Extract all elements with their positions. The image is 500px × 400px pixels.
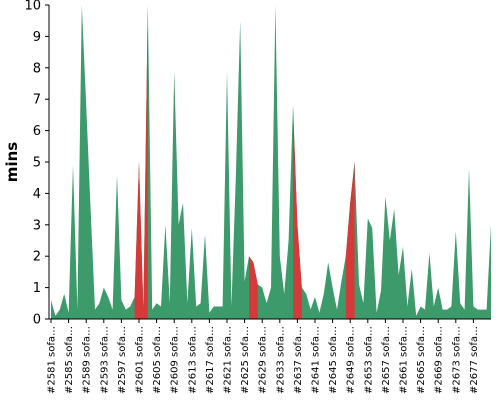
- x-tick-label: #2585 sofa…: [64, 326, 75, 394]
- x-tick-label: #2669 sofa…: [434, 326, 445, 394]
- series-area-ok: [51, 5, 491, 319]
- x-tick-label: #2665 sofa…: [416, 326, 427, 394]
- x-tick-label: #2633 sofa…: [275, 326, 286, 394]
- x-tick-label: #2589 sofa…: [82, 326, 93, 394]
- x-axis: #2581 sofa… #2585 sofa… #2589 sofa… #2593 s…: [47, 318, 491, 394]
- y-tick-label: 3: [33, 218, 41, 233]
- x-tick-label: #2625 sofa…: [240, 326, 251, 394]
- x-tick-label: #2629 sofa…: [258, 326, 269, 394]
- x-tick-label: #2617 sofa…: [205, 326, 216, 394]
- y-tick-label: 10: [24, 0, 41, 14]
- failed-area-4: [345, 162, 355, 319]
- x-tick-label: #2613 sofa…: [187, 326, 198, 394]
- failed-area-3: [293, 105, 302, 319]
- y-tick-label: 9: [33, 30, 41, 45]
- x-tick-label: #2609 sofa…: [170, 326, 181, 394]
- x-tick-label: #2673 sofa…: [451, 326, 462, 394]
- failed-area-1: [134, 5, 148, 319]
- x-tick-label: #2637 sofa…: [293, 326, 304, 394]
- x-tick-label: #2657 sofa…: [381, 326, 392, 394]
- x-tick-label: #2581 sofa…: [47, 326, 58, 394]
- y-tick-label: 8: [33, 61, 41, 76]
- y-tick-label: 5: [33, 156, 41, 171]
- y-tick-label: 7: [33, 93, 41, 108]
- x-tick-label: #2597 sofa…: [117, 326, 128, 394]
- x-tick-label: #2601 sofa…: [135, 326, 146, 394]
- y-tick-label: 0: [33, 313, 41, 328]
- y-tick-label: 6: [33, 124, 41, 139]
- failed-area-2: [249, 256, 258, 319]
- y-tick-label: 2: [33, 250, 41, 265]
- x-tick-label: #2621 sofa…: [223, 326, 234, 394]
- y-tick-label: 4: [33, 187, 41, 202]
- x-tick-label: #2661 sofa…: [399, 326, 410, 394]
- chart-areas: [50, 4, 492, 319]
- x-tick-label: #2605 sofa…: [152, 326, 163, 394]
- x-tick-label: #2677 sofa…: [469, 326, 480, 394]
- x-tick-label: #2649 sofa…: [346, 326, 357, 394]
- x-tick-label: #2593 sofa…: [99, 326, 110, 394]
- x-tick-label: #2645 sofa…: [328, 326, 339, 394]
- x-tick-label: #2653 sofa…: [363, 326, 374, 394]
- y-axis: 0 1 2 3 4 5 6 7 8 9 10: [24, 0, 50, 328]
- x-tick-label: #2641 sofa…: [311, 326, 322, 394]
- y-tick-label: 1: [33, 281, 41, 296]
- y-axis-label: mins: [3, 142, 21, 182]
